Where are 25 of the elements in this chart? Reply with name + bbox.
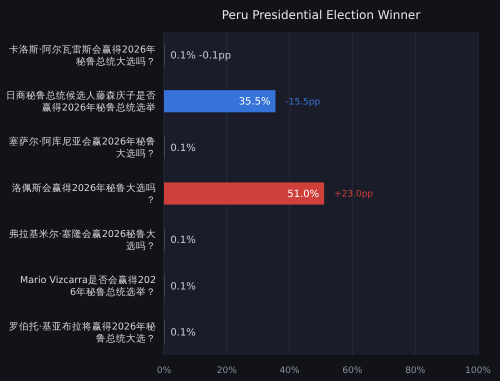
x-tick-label: 40% bbox=[280, 366, 300, 376]
data-label: 51.0% bbox=[287, 189, 320, 200]
y-tick-label: 弗拉基米尔·塞隆会赢2026秘鲁大选吗？ bbox=[8, 228, 156, 252]
x-tick-label: 60% bbox=[342, 366, 363, 376]
data-label: 0.1% bbox=[170, 281, 196, 292]
x-tick-label: 0% bbox=[156, 366, 172, 376]
y-tick-label: Mario Vizcarra是否会赢得2026年秘鲁总统选举？ bbox=[20, 274, 156, 298]
x-tick-label: 80% bbox=[405, 366, 426, 376]
chart-title: Peru Presidential Election Winner bbox=[222, 8, 420, 22]
data-label: 0.1% -0.1pp bbox=[170, 50, 232, 62]
x-tick-label: 20% bbox=[216, 366, 238, 376]
y-tick-label: 罗伯托·基亚布拉将赢得2026年秘鲁总统大选？ bbox=[8, 320, 156, 344]
bar bbox=[164, 90, 276, 112]
data-label: 0.1% bbox=[170, 142, 196, 154]
y-tick-label: 日商秘鲁总统候选人藤森庆子是否赢得2026年秘鲁总统选举 bbox=[6, 90, 156, 114]
x-tick-label: 100% bbox=[465, 366, 492, 376]
data-label: 35.5% bbox=[238, 96, 270, 108]
data-label: 0.1% bbox=[170, 327, 196, 338]
y-tick-label: 洛佩斯会赢得2026年秘鲁大选吗？ bbox=[12, 182, 156, 206]
data-label: 0.1% bbox=[170, 235, 196, 246]
y-tick-label: 塞萨尔·阿库尼亚会赢2026年秘鲁大选吗？ bbox=[8, 136, 156, 160]
bar bbox=[164, 182, 324, 205]
annotation: +23.0pp bbox=[334, 190, 374, 200]
y-tick-label: 卡洛斯·阿尔瓦雷斯会赢得2026年秘鲁总统大选吗？ bbox=[8, 43, 156, 68]
annotation: -15.5pp bbox=[285, 97, 320, 108]
